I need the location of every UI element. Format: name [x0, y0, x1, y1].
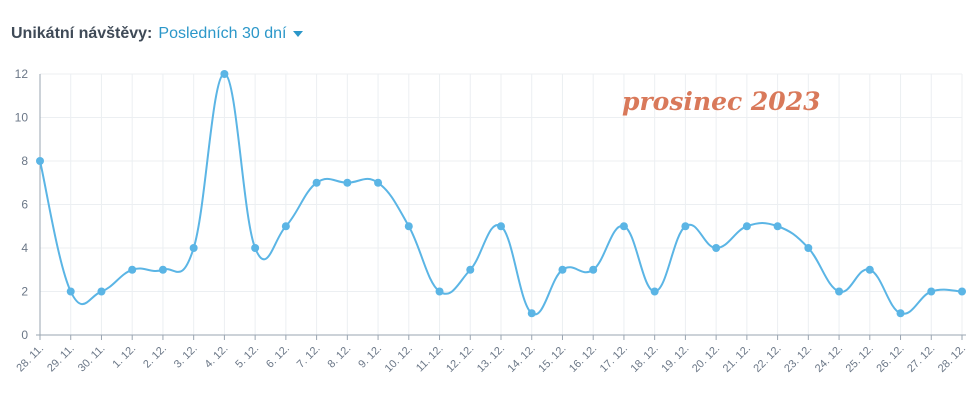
- x-tick-label: 11. 12.: [414, 343, 446, 375]
- x-tick-label: 10. 12.: [383, 343, 415, 375]
- x-tick-label: 16. 12.: [567, 343, 599, 375]
- y-tick-label: 10: [15, 111, 29, 125]
- data-point: [712, 244, 721, 252]
- x-tick-label: 5. 12.: [233, 343, 261, 371]
- x-tick-label: 20. 12.: [690, 343, 722, 375]
- x-tick-label: 25. 12.: [844, 343, 876, 375]
- x-tick-label: 9. 12.: [356, 343, 384, 371]
- series-visits: [36, 70, 966, 318]
- x-tick-label: 29. 11.: [45, 343, 77, 375]
- data-point: [804, 244, 813, 252]
- data-point: [619, 222, 628, 231]
- data-point: [189, 244, 198, 252]
- data-point: [958, 287, 966, 296]
- grid-lines: [39, 73, 963, 335]
- data-point: [927, 287, 936, 296]
- data-point: [251, 244, 260, 252]
- x-tick-label: 17. 12.: [598, 343, 630, 375]
- x-tick-label: 23. 12.: [782, 343, 814, 375]
- data-point: [128, 265, 137, 274]
- y-tick-label: 4: [21, 241, 28, 255]
- x-tick-label: 19. 12.: [659, 343, 691, 375]
- x-tick-label: 6. 12.: [264, 343, 292, 371]
- data-point: [158, 265, 167, 274]
- x-tick-label: 28. 12.: [936, 343, 968, 375]
- data-point: [36, 157, 44, 165]
- x-tick-labels: 28. 11. 29. 11. 30. 11. 1. 12. 2. 12. 3. 12. 4…: [14, 343, 968, 375]
- x-tick-label: 22. 12.: [751, 343, 783, 375]
- month-annotation: prosinec 2023: [622, 87, 821, 116]
- x-tick-label: 27. 12.: [905, 343, 937, 375]
- caret-down-icon: [293, 31, 304, 37]
- y-tick-label: 0: [21, 328, 28, 342]
- data-point: [650, 287, 659, 296]
- axes: [36, 74, 966, 340]
- data-point: [681, 222, 690, 231]
- date-range-value: Posledních 30 dní: [158, 25, 287, 42]
- data-point: [497, 222, 505, 231]
- x-tick-label: 2. 12.: [141, 343, 169, 371]
- date-range-dropdown[interactable]: Posledních 30 dní: [158, 25, 304, 43]
- data-point: [435, 287, 444, 296]
- x-tick-label: 4. 12.: [203, 343, 231, 371]
- data-point: [97, 287, 106, 296]
- data-point: [466, 265, 475, 274]
- y-tick-label: 8: [21, 154, 28, 168]
- data-point: [896, 309, 905, 318]
- data-point: [865, 265, 874, 274]
- x-tick-label: 13. 12.: [475, 343, 507, 375]
- data-point: [589, 265, 598, 274]
- data-point: [404, 222, 413, 231]
- x-tick-label: 3. 12.: [172, 343, 200, 371]
- x-tick-label: 24. 12.: [813, 343, 845, 375]
- x-tick-label: 28. 11.: [14, 343, 46, 375]
- y-tick-label: 6: [21, 198, 28, 212]
- y-tick-labels: 0 2 4 6 8 10 12: [15, 67, 29, 342]
- data-point: [773, 222, 782, 231]
- data-point: [558, 265, 567, 274]
- data-point: [835, 287, 844, 296]
- data-point: [527, 309, 536, 318]
- x-tick-label: 21. 12.: [721, 343, 753, 375]
- data-point: [66, 287, 75, 296]
- x-tick-label: 1. 12.: [110, 343, 138, 371]
- data-point: [742, 222, 751, 231]
- x-tick-label: 7. 12.: [295, 343, 323, 371]
- x-tick-label: 15. 12.: [536, 343, 568, 375]
- chart-header: Unikátní návštěvy: Posledních 30 dní: [11, 22, 304, 46]
- data-point: [374, 178, 383, 187]
- data-point: [281, 222, 290, 231]
- metric-label: Unikátní návštěvy:: [11, 25, 153, 42]
- y-tick-label: 12: [15, 67, 29, 81]
- x-tick-label: 30. 11.: [76, 343, 108, 375]
- x-tick-label: 18. 12.: [629, 343, 661, 375]
- data-point: [343, 178, 352, 187]
- x-tick-label: 26. 12.: [874, 343, 906, 375]
- data-point: [220, 70, 229, 78]
- x-tick-label: 14. 12.: [506, 343, 538, 375]
- x-tick-label: 8. 12.: [326, 343, 354, 371]
- x-tick-label: 12. 12.: [444, 343, 476, 375]
- y-tick-label: 2: [21, 285, 28, 299]
- data-point: [312, 178, 321, 187]
